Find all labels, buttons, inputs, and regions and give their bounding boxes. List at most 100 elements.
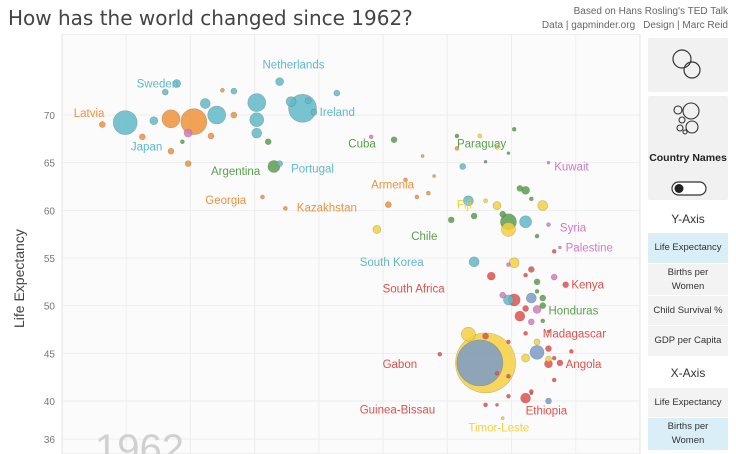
bubble[interactable] [207,132,215,140]
bubble[interactable] [183,128,193,138]
bubble[interactable] [545,345,552,352]
bubble[interactable] [447,216,455,224]
bubble[interactable] [437,351,443,357]
bubble[interactable] [459,163,466,170]
country-names-toggle[interactable] [671,181,707,197]
bubble[interactable] [511,127,517,132]
bubble[interactable] [494,371,500,376]
bubble[interactable] [432,174,436,178]
bubble[interactable] [550,273,558,281]
y-option-life-expectancy[interactable]: Life Expectancy [648,233,728,263]
bubble[interactable] [180,139,185,144]
bubble[interactable] [251,127,263,139]
bubble[interactable] [533,338,541,346]
bubble[interactable] [492,201,502,210]
bubble[interactable] [528,266,535,273]
bubble[interactable] [501,222,516,237]
x-option-births-per-women[interactable]: Births per Women [648,418,728,450]
bubble[interactable] [537,200,549,211]
bubble[interactable] [521,353,530,363]
bubble[interactable] [483,198,488,204]
bubble[interactable] [468,256,480,268]
bubble[interactable] [499,291,507,299]
bubble[interactable] [161,88,169,96]
bubble[interactable] [528,318,535,326]
bubble[interactable] [506,393,511,399]
bubble[interactable] [546,160,551,165]
bubble[interactable] [532,305,542,314]
bubble[interactable] [514,310,526,322]
bubble[interactable] [534,233,540,239]
bubble[interactable] [456,339,504,387]
bubble[interactable] [534,289,540,294]
bubble[interactable] [533,278,541,286]
bubble[interactable] [506,151,511,155]
bubble[interactable] [461,326,476,342]
bubble[interactable] [494,145,500,150]
bubble[interactable] [403,177,408,183]
bubble[interactable] [483,402,488,408]
bubble[interactable] [477,133,483,139]
bubble[interactable] [556,359,564,367]
bubble[interactable] [285,96,297,107]
bubble[interactable] [523,331,528,336]
bubble[interactable] [506,373,511,379]
bubble[interactable] [230,111,238,119]
bubble[interactable] [249,112,265,128]
bubble[interactable] [520,392,531,404]
bubble[interactable] [529,391,534,396]
bubble[interactable] [516,185,524,192]
bubble[interactable] [426,190,431,196]
bubble[interactable] [562,281,569,288]
bubble[interactable] [499,210,507,218]
bubble[interactable] [275,77,284,86]
bubble[interactable] [500,416,505,420]
bubble-size-control[interactable] [648,38,728,92]
x-option-life-expectancy[interactable]: Life Expectancy [648,388,728,417]
bubble[interactable] [522,305,529,312]
bubble[interactable] [539,294,547,302]
bubble[interactable] [569,349,574,354]
y-option-gdp-per-capita[interactable]: GDP per Capita [648,326,728,356]
y-option-births-per-women[interactable]: Births per Women [648,264,728,295]
bubble[interactable] [247,93,267,112]
bubble[interactable] [506,339,511,345]
bubble[interactable] [283,206,288,211]
bubble[interactable] [385,201,392,208]
bubble[interactable] [333,89,341,97]
bubble[interactable] [539,302,547,309]
bubble[interactable] [167,147,175,155]
bubble[interactable] [495,403,499,407]
bubble[interactable] [483,159,488,164]
bubble[interactable] [372,225,382,234]
bubble[interactable] [506,262,511,267]
bubble[interactable] [199,98,211,109]
bubble[interactable] [310,108,318,116]
bubble[interactable] [420,154,425,158]
bubble[interactable] [172,79,181,88]
bubble[interactable] [540,318,546,324]
bubble[interactable] [486,271,496,281]
bubble[interactable] [161,109,181,129]
bubble[interactable] [207,105,227,125]
bubble[interactable] [230,87,238,95]
bubble[interactable] [184,160,192,167]
bubble[interactable] [304,97,312,104]
bubble[interactable] [463,195,474,207]
bubble[interactable] [551,377,557,383]
bubble[interactable] [482,332,489,340]
bubble[interactable] [276,160,283,167]
bubble[interactable] [180,108,208,135]
bubble[interactable] [526,292,537,304]
bubble[interactable] [220,87,225,93]
bubble[interactable] [545,355,552,363]
bubble[interactable] [470,212,478,220]
bubble[interactable] [519,215,532,229]
bubble[interactable] [529,345,545,360]
bubble[interactable] [503,294,514,306]
bubble[interactable] [529,196,534,202]
bubble[interactable] [99,121,106,128]
bubble[interactable] [368,134,374,140]
bubble[interactable] [139,133,146,141]
bubble[interactable] [558,245,562,250]
